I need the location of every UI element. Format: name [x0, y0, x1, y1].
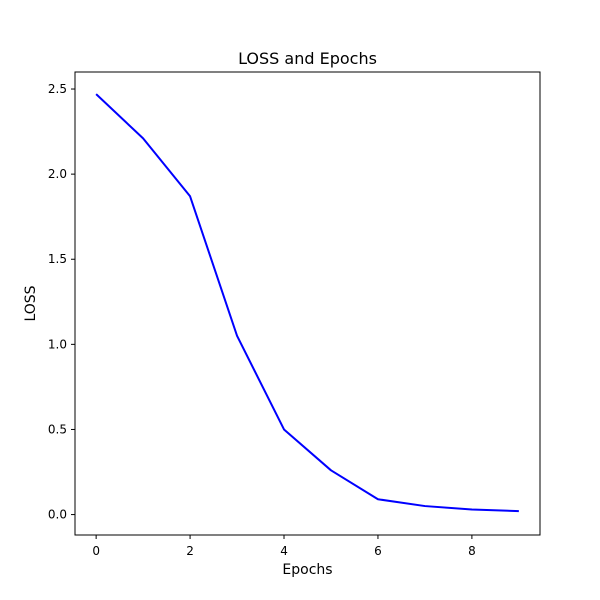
x-tick-label: 2 [186, 544, 194, 558]
x-tick-label: 6 [374, 544, 382, 558]
x-tick-label: 0 [92, 544, 100, 558]
loss-series-line [95, 93, 519, 513]
series-layer [95, 93, 519, 513]
y-axis-label: LOSS [23, 285, 39, 321]
y-tick-label: 1.5 [48, 252, 67, 266]
x-ticks: 0 2 4 6 8 [92, 535, 476, 558]
y-tick-label: 2.0 [48, 167, 67, 181]
x-tick-label: 4 [280, 544, 288, 558]
y-ticks: 0.0 0.5 1.0 1.5 2.0 2.5 [48, 82, 75, 522]
plot-frame [74, 71, 541, 536]
y-tick-label: 1.0 [48, 337, 67, 351]
chart-title: LOSS and Epochs [238, 49, 377, 68]
y-tick-label: 2.5 [48, 82, 67, 96]
x-tick-label: 8 [468, 544, 476, 558]
y-tick-label: 0.0 [48, 508, 67, 522]
x-axis-label: Epochs [282, 562, 332, 578]
y-tick-label: 0.5 [48, 422, 67, 436]
